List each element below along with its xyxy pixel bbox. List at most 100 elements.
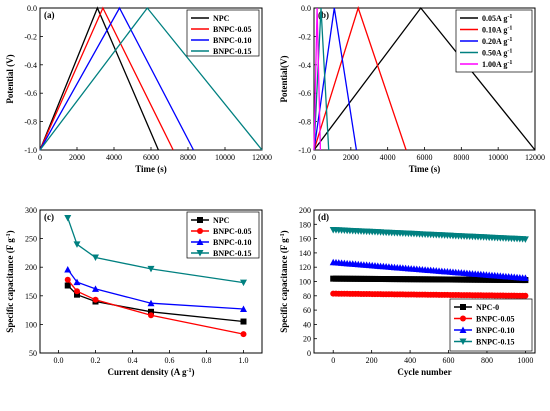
x-tick-label: 1.0 — [239, 356, 249, 365]
y-tick-label: -0.8 — [24, 118, 37, 127]
legend-marker — [460, 304, 466, 310]
data-point — [64, 215, 72, 222]
data-point — [521, 236, 529, 243]
y-tick-label: 0.0 — [301, 4, 311, 13]
data-point — [147, 265, 155, 273]
panel-label: (c) — [44, 212, 54, 222]
data-point — [240, 279, 247, 287]
x-tick-label: 6000 — [143, 153, 159, 162]
data-point — [92, 296, 99, 303]
x-tick-label: 8000 — [180, 153, 196, 162]
y-tick-label: 20 — [303, 335, 311, 344]
x-axis-label: Time (s) — [135, 164, 167, 174]
x-tick-label: 4000 — [106, 153, 122, 162]
legend-label: BNPC-0.10 — [476, 326, 514, 335]
x-tick-label: 4000 — [380, 153, 396, 162]
y-axis-label: Specific capacitance (F g-1) — [5, 230, 15, 332]
legend-label: BNPC-0.05 — [476, 315, 514, 324]
x-tick-label: 0.8 — [202, 356, 212, 365]
y-tick-label: 300 — [25, 206, 37, 215]
x-tick-label: 400 — [404, 356, 416, 365]
x-tick-label: 2000 — [343, 153, 359, 162]
data-point — [521, 274, 529, 281]
x-tick-label: 0.2 — [91, 356, 101, 365]
series-line — [313, 7, 330, 151]
legend-marker — [459, 326, 467, 333]
legend-marker — [460, 315, 466, 322]
x-tick-label: 10000 — [488, 153, 508, 162]
data-point — [74, 291, 80, 298]
x-tick-label: 0 — [38, 153, 42, 162]
data-point — [148, 312, 154, 319]
data-point — [522, 292, 529, 299]
panel-label: (d) — [318, 212, 329, 222]
legend-label: 1.00A g-1 — [482, 60, 512, 69]
data-point — [92, 285, 99, 292]
x-tick-label: 6000 — [417, 153, 433, 162]
series-line — [313, 7, 358, 151]
y-axis-label: Potential (V) — [5, 54, 15, 103]
y-tick-label: -0.8 — [298, 118, 311, 127]
y-tick-label: -0.2 — [24, 32, 37, 41]
data-point — [73, 241, 81, 248]
panel-label: (b) — [318, 10, 329, 20]
legend-label: 0.50A g-1 — [482, 49, 512, 58]
legend-label: NPC — [213, 14, 230, 23]
legend-label: BNPC-0.10 — [213, 238, 251, 247]
legend-marker — [459, 338, 467, 345]
data-point — [240, 331, 247, 338]
y-tick-label: -1.0 — [298, 146, 311, 155]
legend-marker — [197, 217, 203, 223]
x-tick-label: 0 — [312, 153, 316, 162]
chart-panel: 0 2000 4000 6000 8000 10000 12000 0.0 -0.2 -0.4 -0… — [5, 4, 272, 174]
legend-label: BNPC-0.15 — [213, 47, 251, 56]
y-tick-label: 250 — [25, 235, 37, 244]
x-axis-label: Time (s) — [409, 164, 441, 174]
y-tick-label: 120 — [299, 263, 311, 272]
y-tick-label: 80 — [303, 292, 311, 301]
legend-label: NPC — [213, 216, 230, 225]
legend-label: 0.10A g-1 — [482, 26, 512, 35]
y-tick-label: -0.6 — [298, 89, 311, 98]
legend-label: BNPC-0.05 — [213, 227, 251, 236]
y-tick-label: 100 — [299, 278, 311, 287]
legend-marker — [196, 250, 204, 257]
x-tick-label: 10000 — [215, 153, 235, 162]
x-tick-label: 800 — [481, 356, 493, 365]
legend-label: NPC-0 — [476, 303, 499, 312]
chart-panel: 0.0 0.2 0.4 0.6 0.8 1.0 50 100 150 200 250 300 Curre… — [5, 206, 263, 377]
data-point — [240, 318, 247, 325]
series-line — [39, 6, 174, 151]
data-point — [148, 308, 154, 315]
y-tick-label: -1.0 — [24, 146, 37, 155]
series-line — [313, 7, 322, 151]
y-tick-label: 160 — [299, 235, 311, 244]
x-tick-label: 0.6 — [165, 356, 175, 365]
y-tick-label: 200 — [25, 263, 37, 272]
panel-label: (a) — [44, 10, 55, 20]
x-tick-label: 8000 — [453, 153, 469, 162]
x-tick-label: 1000 — [517, 356, 533, 365]
y-axis-label: Specific capacitance (F g-1) — [279, 230, 289, 332]
x-tick-label: 12000 — [525, 153, 545, 162]
legend-marker — [196, 238, 204, 245]
y-tick-label: 0.0 — [27, 4, 37, 13]
legend-label: 0.20A g-1 — [482, 37, 512, 46]
data-point — [92, 254, 99, 261]
series-line — [313, 5, 407, 151]
y-tick-label: -0.4 — [298, 61, 311, 70]
legend-label: BNPC-0.15 — [213, 249, 251, 258]
series-line — [39, 6, 263, 151]
series-line — [39, 6, 159, 151]
x-tick-label: 600 — [443, 356, 455, 365]
y-tick-label: 200 — [299, 206, 311, 215]
legend: 0.05A g-1 0.10A g-1 0.20A g-1 0.50A g-1 1.00… — [455, 9, 533, 73]
y-tick-label: -0.4 — [24, 61, 37, 70]
y-tick-label: 150 — [25, 292, 37, 301]
data-point — [73, 278, 81, 286]
data-point — [64, 276, 71, 283]
y-tick-label: 50 — [29, 349, 37, 358]
legend-marker — [197, 228, 203, 234]
data-point — [147, 299, 155, 307]
